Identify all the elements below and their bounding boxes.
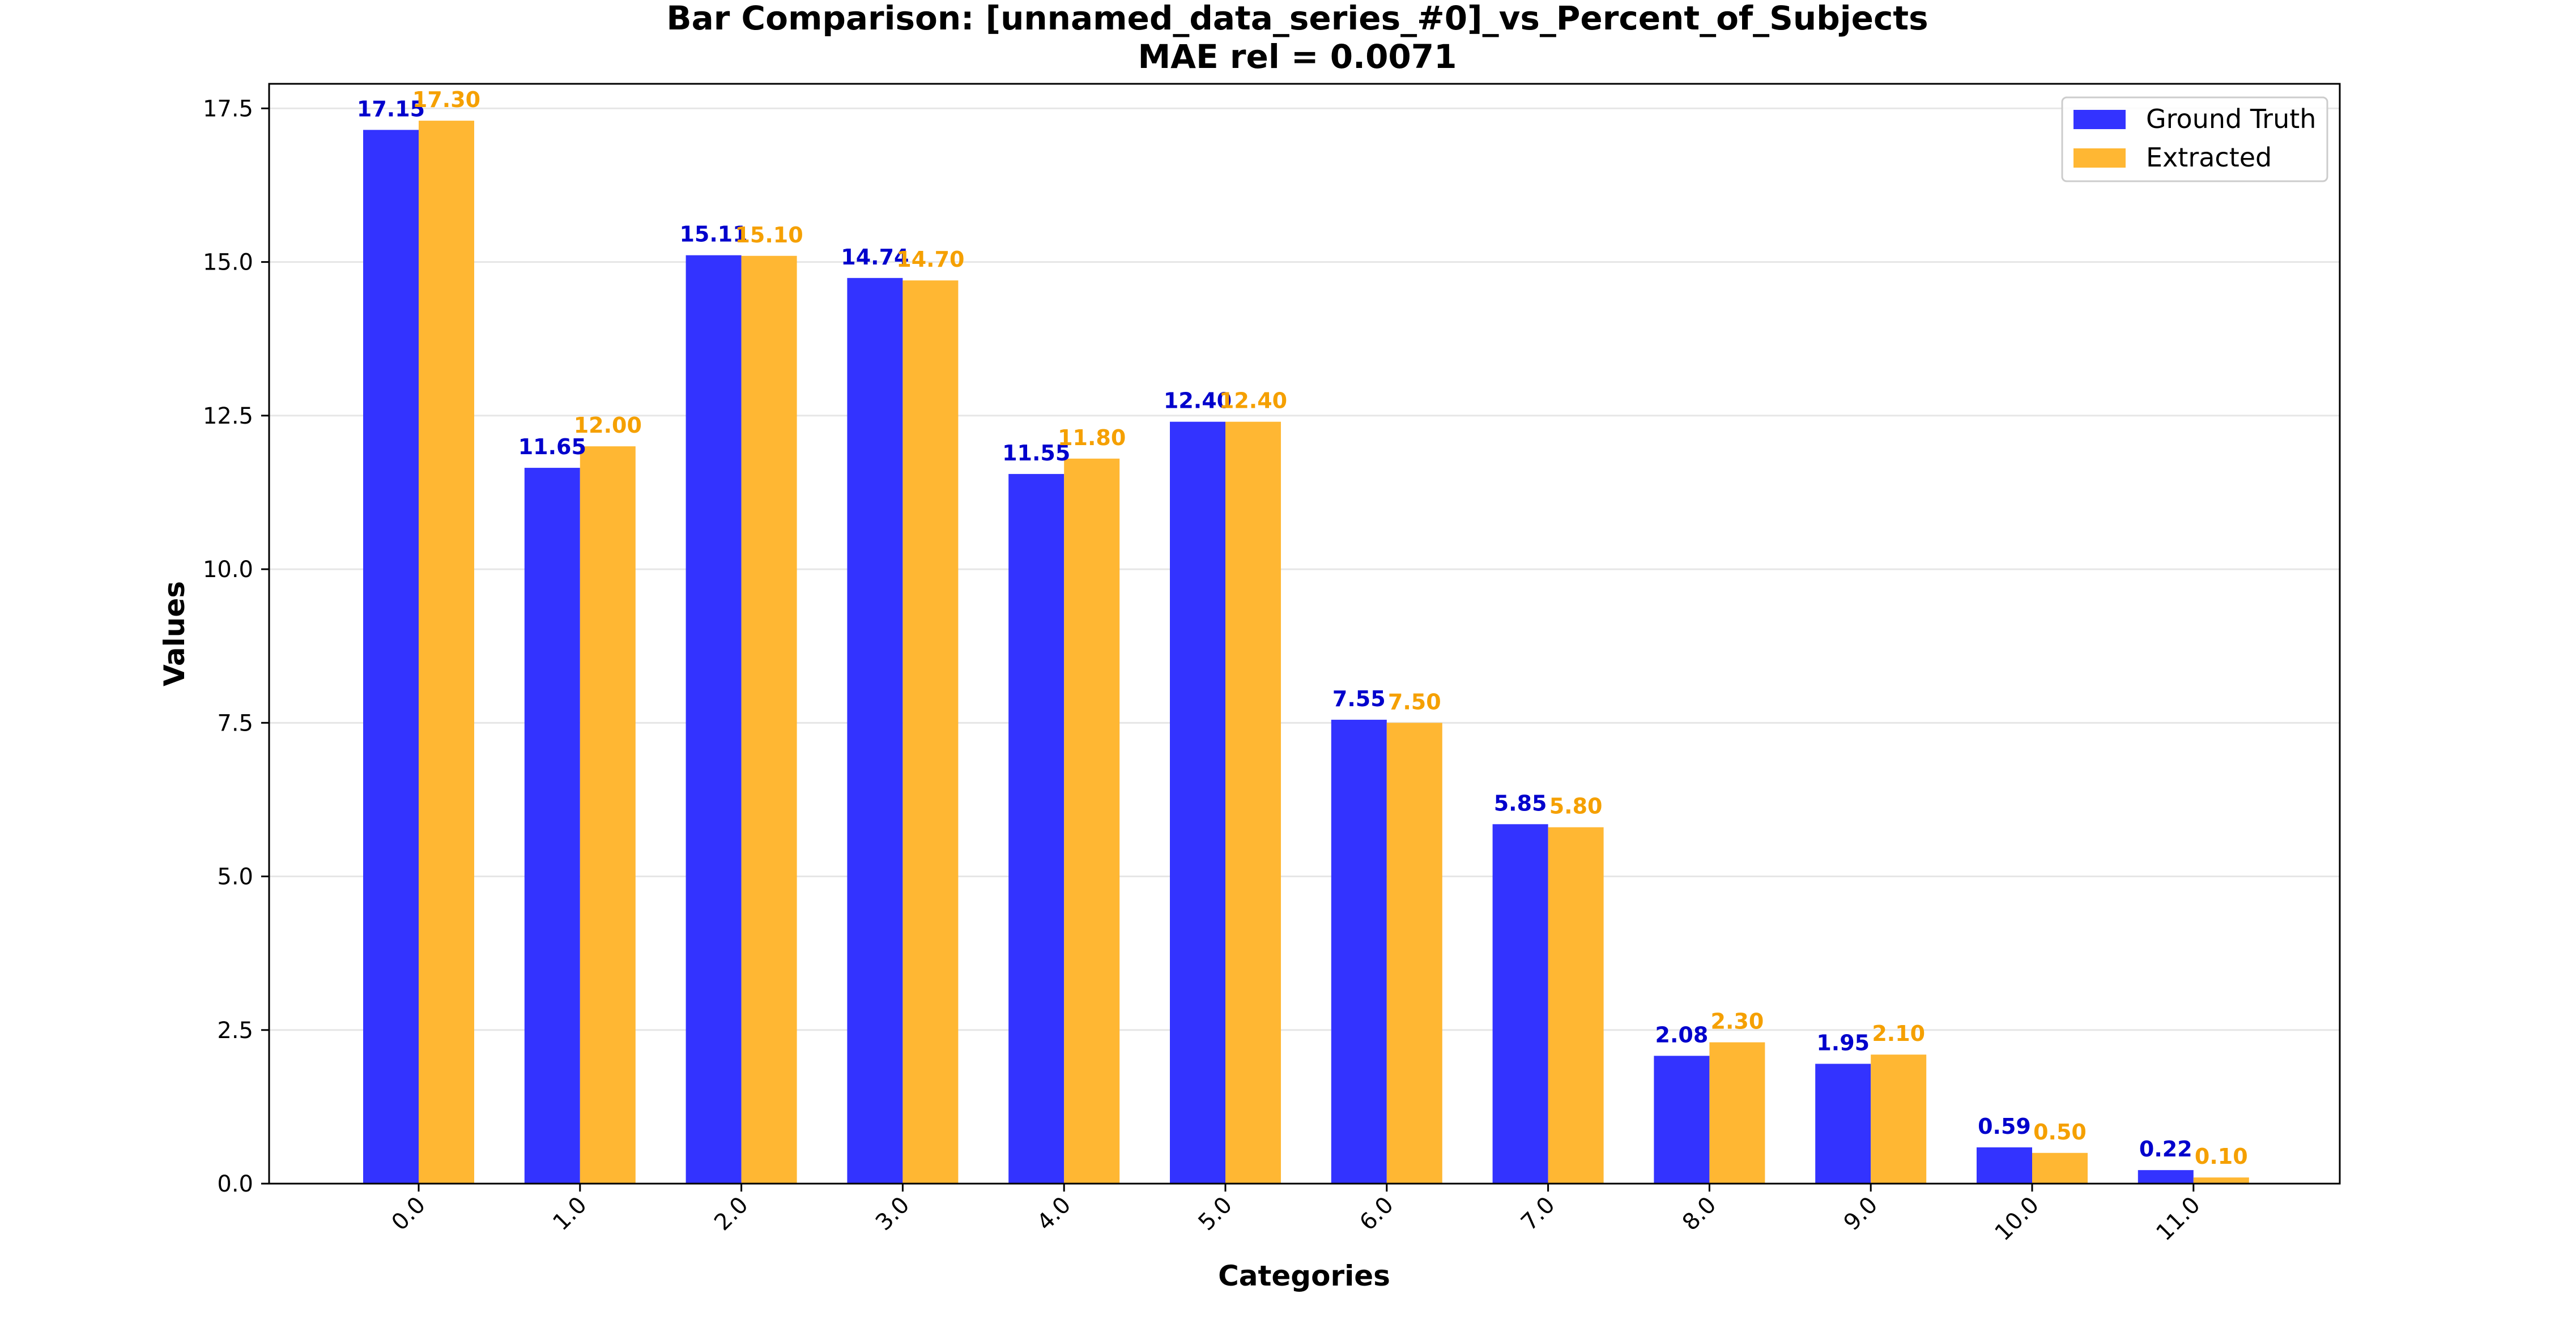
bar-ground-truth [2138,1170,2194,1184]
bar-extracted [1871,1054,1927,1184]
data-label-extracted: 7.50 [1388,689,1441,714]
bar-ground-truth [1008,473,1065,1184]
bar-extracted [1064,458,1120,1184]
x-tick-label: 1.0 [548,1192,592,1236]
x-tick-label: 11.0 [2151,1192,2205,1246]
data-label-extracted: 17.30 [412,87,480,112]
data-label-ground-truth: 1.95 [1816,1030,1870,1055]
y-tick-label: 0.0 [217,1171,253,1197]
bar-extracted [1709,1042,1765,1184]
data-label-ground-truth: 0.22 [2139,1137,2192,1162]
data-label-extracted: 2.10 [1872,1021,1925,1046]
x-tick-label: 0.0 [387,1192,431,1236]
legend-label-extracted: Extracted [2146,142,2272,173]
y-tick-label: 17.5 [203,96,253,122]
chart-subtitle: MAE rel = 0.0071 [1138,37,1457,76]
bar-extracted [741,255,797,1184]
y-axis-label: Values [158,581,191,686]
bar-ground-truth [1492,824,1548,1184]
x-tick-label: 2.0 [709,1192,753,1236]
data-label-ground-truth: 11.55 [1002,441,1070,466]
y-axis: 0.0 2.5 5.0 7.5 10.0 12.5 15.0 17.5 [203,96,269,1197]
data-label-ground-truth: 11.65 [518,434,586,459]
legend-swatch-ground-truth [2073,110,2126,129]
bar-extracted [902,280,959,1184]
y-tick-label: 7.5 [217,710,253,736]
data-label-extracted: 11.80 [1058,425,1126,450]
bar-extracted [1386,723,1442,1184]
bar-extracted [2193,1177,2249,1184]
legend: Ground Truth Extracted [2061,96,2328,182]
y-tick-label: 5.0 [217,864,253,890]
x-axis: 0.0 1.0 2.0 3.0 4.0 5.0 6.0 7.0 8.0 9.0 10.0 11.0 [387,1184,2205,1246]
x-tick-label: 9.0 [1839,1192,1883,1236]
data-label-extracted: 12.40 [1219,388,1287,413]
data-label-extracted: 12.00 [574,413,642,438]
data-label-extracted: 14.70 [896,247,964,272]
data-label-ground-truth: 12.40 [1164,388,1232,413]
data-label-ground-truth: 15.11 [679,222,747,247]
bar-ground-truth [847,278,903,1184]
bar-extracted [1548,827,1604,1184]
x-tick-label: 8.0 [1677,1192,1722,1236]
x-tick-label: 4.0 [1032,1192,1076,1236]
data-label-ground-truth: 5.85 [1494,791,1547,816]
data-label-ground-truth: 2.08 [1655,1022,1709,1047]
plot-frame [268,83,2341,1185]
legend-box [2061,96,2328,182]
bar-ground-truth [363,130,419,1184]
bar-ground-truth [1170,421,1225,1184]
bar-ground-truth [1331,719,1387,1184]
legend-label-ground-truth: Ground Truth [2146,104,2316,134]
bar-extracted [580,446,636,1184]
y-tick-label: 10.0 [203,557,253,583]
x-tick-label: 10.0 [1990,1192,2045,1246]
data-label-ground-truth: 7.55 [1332,686,1386,711]
bar-ground-truth [685,255,742,1184]
bar-extracted [2032,1152,2088,1184]
chart-title: Bar Comparison: [unnamed_data_series_#0]… [666,0,1928,37]
bar-ground-truth [1654,1056,1710,1184]
data-label-extracted: 5.80 [1549,794,1603,819]
bars [363,121,2249,1184]
y-tick-label: 15.0 [203,250,253,276]
bar-ground-truth [1977,1147,2032,1184]
data-label-ground-truth: 0.59 [1978,1114,2031,1139]
bar-ground-truth [524,468,580,1184]
x-tick-label: 6.0 [1355,1192,1399,1236]
x-tick-label: 3.0 [871,1192,915,1236]
bar-extracted [1225,421,1281,1184]
x-tick-label: 5.0 [1194,1192,1238,1236]
bar-extracted [419,121,474,1184]
x-tick-label: 7.0 [1516,1192,1560,1236]
data-label-extracted: 15.10 [735,223,803,247]
data-label-extracted: 2.30 [1711,1009,1764,1034]
bar-ground-truth [1815,1064,1871,1184]
legend-swatch-extracted [2073,148,2126,168]
y-tick-label: 2.5 [217,1018,253,1044]
data-label-ground-truth: 17.15 [357,96,425,121]
data-label-ground-truth: 14.74 [841,245,909,270]
y-tick-label: 12.5 [203,403,253,429]
x-axis-label: Categories [1218,1260,1390,1292]
data-label-extracted: 0.10 [2195,1144,2248,1169]
data-label-extracted: 0.50 [2033,1120,2087,1145]
